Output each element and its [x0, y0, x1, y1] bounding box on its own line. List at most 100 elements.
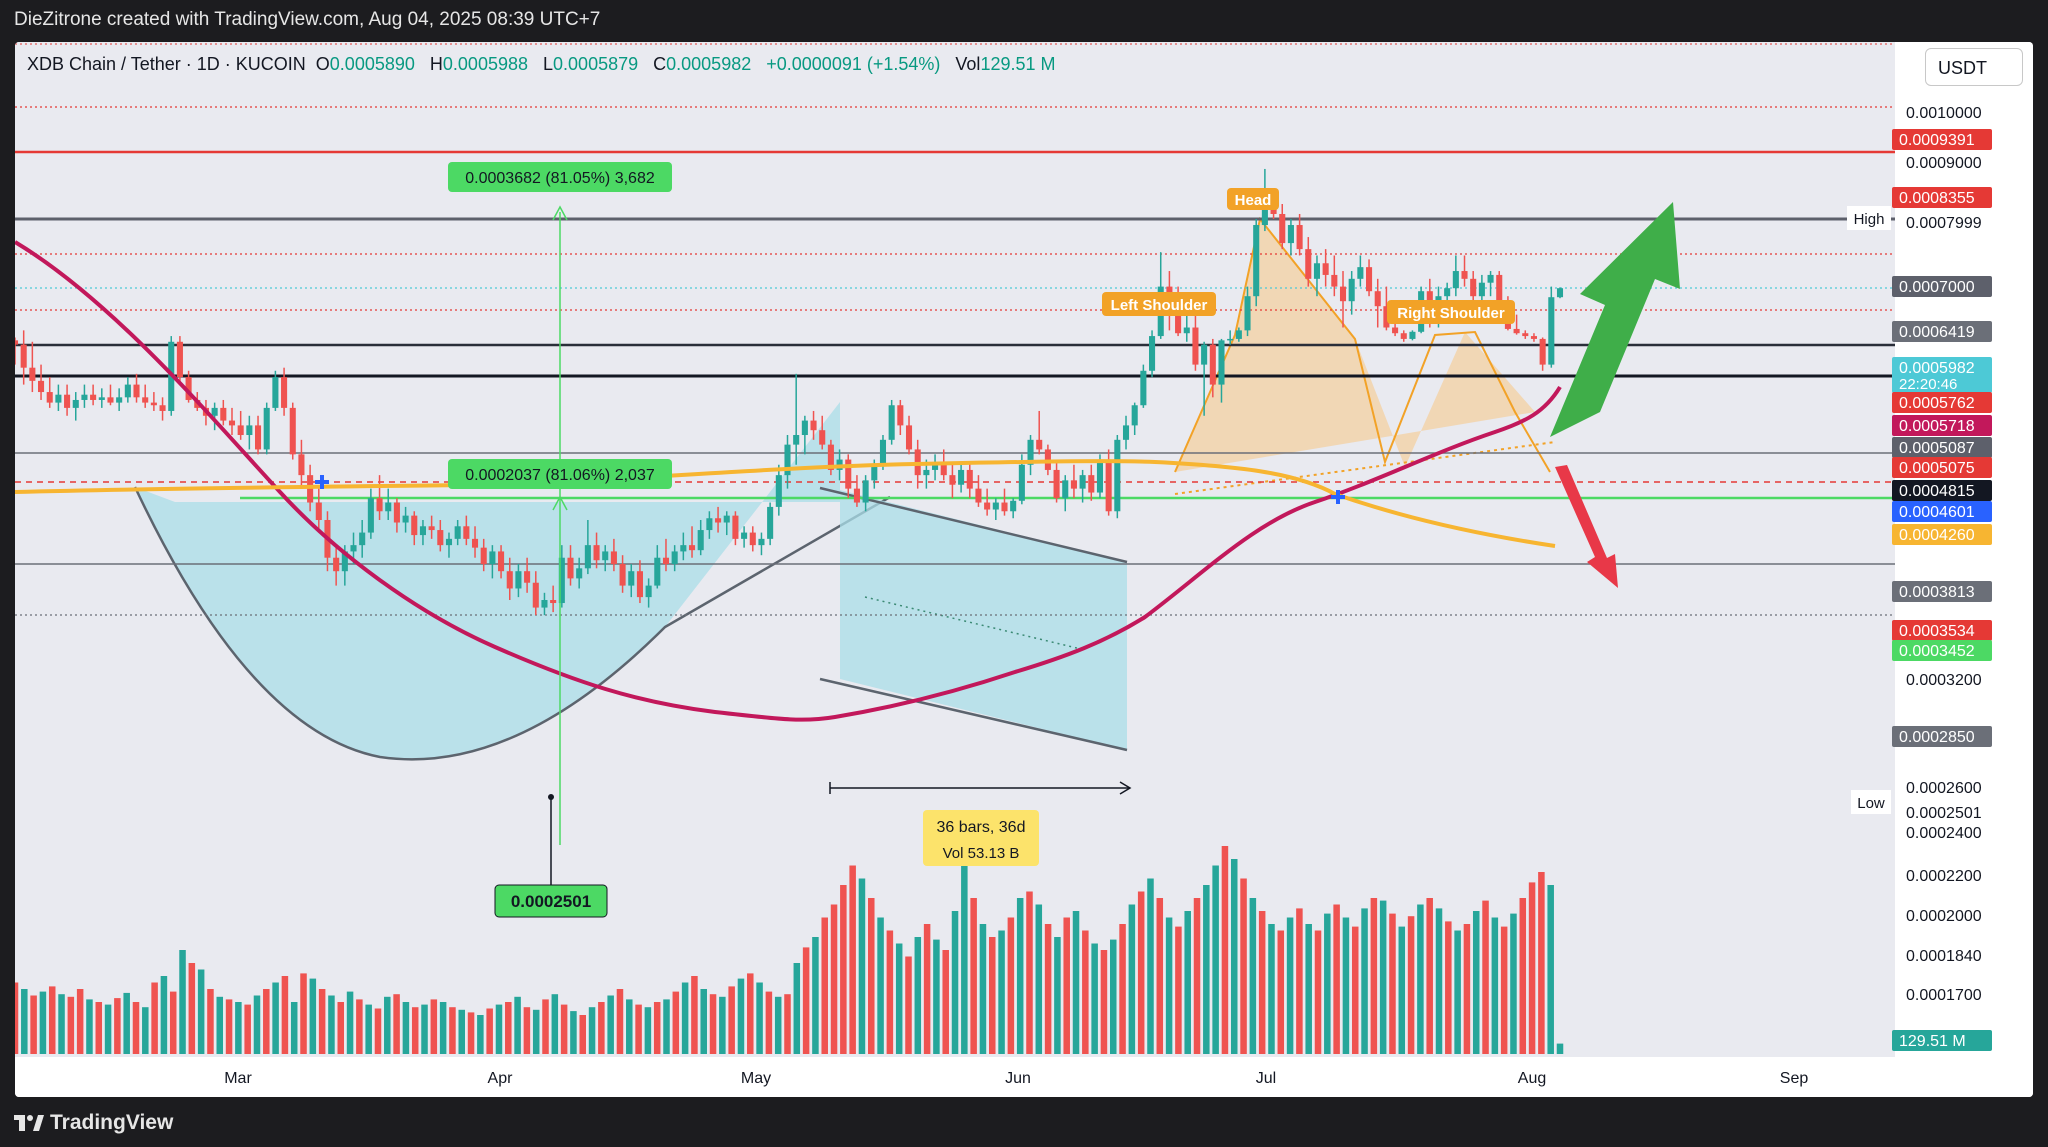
candle-body	[1313, 263, 1321, 279]
brand-name: TradingView	[50, 1111, 174, 1134]
volume-bar	[1165, 917, 1173, 1054]
measure-label-mid: 0.0002037 (81.06%) 2,037	[448, 459, 672, 489]
price-tag	[1892, 437, 1992, 458]
candle-body	[871, 464, 878, 481]
price-tag-label: 0.0003813	[1899, 584, 1975, 601]
volume-bar	[1454, 930, 1461, 1054]
volume-bar	[1128, 904, 1136, 1054]
candlestick-series	[15, 168, 1564, 616]
volume-bar	[551, 994, 559, 1054]
volume-bar	[402, 1002, 410, 1054]
candle-body	[940, 464, 947, 476]
time-axis-tick: Jun	[1005, 1070, 1031, 1087]
candle-body	[1070, 480, 1077, 489]
chart-panel[interactable]: 0.0003682 (81.05%) 3,682 0.0002037 (81.0…	[15, 42, 2033, 1097]
volume-bar	[821, 917, 828, 1054]
volume-label: Vol	[955, 54, 981, 74]
candle-body	[211, 407, 218, 416]
volume-bar	[21, 989, 28, 1054]
volume-bar	[747, 973, 754, 1054]
candle-body	[1374, 291, 1381, 307]
candle-body	[480, 547, 487, 564]
candle-body	[697, 530, 704, 551]
svg-text:0.0003682 (81.05%) 3,682: 0.0003682 (81.05%) 3,682	[465, 170, 655, 187]
volume-bar	[1221, 846, 1229, 1054]
volume-bar	[709, 994, 717, 1054]
volume-bar	[216, 996, 224, 1054]
candle-body	[1044, 449, 1051, 470]
volume-bar	[1547, 885, 1554, 1054]
volume-bar	[728, 986, 735, 1054]
candle-body	[350, 545, 357, 552]
price-axis-tick: 0.0007999	[1906, 215, 1982, 232]
volume-bar	[1203, 885, 1210, 1054]
candle-body	[680, 545, 687, 552]
candle-body	[359, 532, 366, 546]
candle-body	[237, 425, 244, 436]
volume-bar	[700, 989, 707, 1054]
price-axis-tick: 0.0009000	[1906, 155, 1982, 172]
price-chart[interactable]: 0.0003682 (81.05%) 3,682 0.0002037 (81.0…	[15, 42, 2033, 1097]
price-axis-tick: 0.0002200	[1906, 868, 1982, 885]
candle-body	[1140, 370, 1147, 406]
candle-body	[923, 469, 930, 476]
tradingview-logo-icon	[14, 1115, 44, 1131]
volume-bar	[765, 991, 773, 1054]
candle-body	[1496, 274, 1503, 307]
candle-body	[1122, 425, 1130, 440]
tradingview-brand[interactable]: TradingView	[14, 1108, 173, 1138]
price-tag	[1892, 392, 1992, 413]
volume-bar	[328, 995, 335, 1054]
candle-body	[1548, 297, 1555, 365]
volume-bar	[1091, 943, 1098, 1054]
flag-upper-line	[819, 486, 1128, 564]
price-axis[interactable]: 0.0010000 0.0009000 0.0007999 0.0003200 0.00…	[1906, 105, 1982, 1004]
candle-body	[1036, 439, 1043, 450]
candle-body	[506, 571, 513, 589]
volume-bar	[30, 995, 37, 1054]
open-value: 0.0005890	[329, 54, 415, 74]
candle-body	[1348, 278, 1355, 302]
volume-series	[15, 846, 1564, 1054]
candle-body	[1218, 340, 1225, 385]
candle-body	[567, 557, 574, 579]
candle-body	[1556, 288, 1564, 298]
volume-bar	[1538, 872, 1545, 1054]
svg-text:36 bars, 36d: 36 bars, 36d	[937, 819, 1026, 836]
currency-selector[interactable]: USDT	[1925, 48, 2023, 86]
candle-body	[1062, 480, 1069, 499]
low-callout: 0.0002501	[494, 794, 608, 918]
candle-body	[932, 464, 939, 470]
head-label: Head	[1227, 188, 1279, 210]
volume-bar	[588, 1007, 596, 1054]
candle-body	[1331, 274, 1338, 287]
time-axis[interactable]: Mar Apr May Jun Jul Aug Sep	[224, 1070, 1808, 1087]
price-tag-label: 0.0005982	[1899, 360, 1975, 377]
candle-body	[1305, 249, 1312, 279]
volume-bar	[430, 999, 438, 1054]
volume-bar	[1333, 904, 1340, 1054]
symbol-title[interactable]: XDB Chain / Tether · 1D · KUCOIN	[27, 54, 306, 74]
volume-bar	[393, 994, 400, 1054]
volume-bar	[1305, 924, 1312, 1054]
candle-body	[176, 341, 183, 378]
volume-value: 129.51 M	[980, 54, 1056, 74]
volume-bar	[1277, 930, 1285, 1054]
cup-curve	[133, 486, 891, 761]
candle-body	[966, 469, 973, 489]
volume-bar	[114, 998, 121, 1054]
volume-bar	[1528, 882, 1536, 1054]
candle-body	[1183, 327, 1190, 334]
candle-body	[64, 394, 71, 408]
candle-body	[723, 515, 730, 523]
price-tag-label: 129.51 M	[1899, 1033, 1966, 1050]
volume-bar	[635, 1004, 642, 1054]
price-tag-label: 0.0005718	[1899, 418, 1975, 435]
candle-body	[38, 380, 45, 393]
candle-body	[107, 397, 114, 403]
candle-body	[801, 420, 808, 436]
candle-body	[732, 515, 739, 539]
price-axis-tick: 0.0002501	[1906, 805, 1982, 822]
candle-body	[419, 526, 426, 536]
time-axis-tick: Apr	[488, 1070, 514, 1087]
